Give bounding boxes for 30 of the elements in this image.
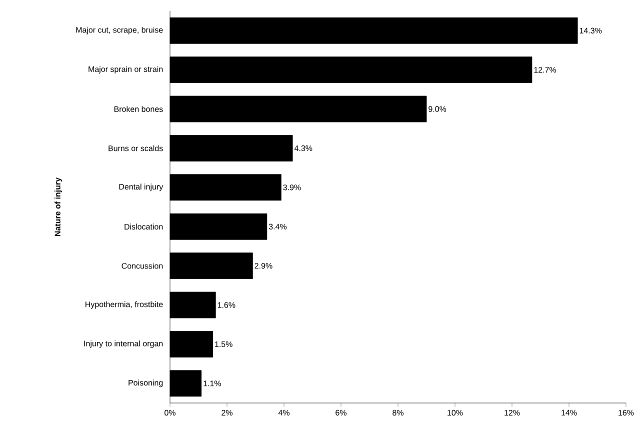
y-tick-label: Major sprain or strain <box>88 66 163 74</box>
x-tick-label: 6% <box>336 410 346 416</box>
y-tick-label: Dislocation <box>124 224 163 230</box>
x-tick-label: 12% <box>504 410 520 416</box>
y-tick-label: Hypothermia, frostbite <box>86 301 163 309</box>
y-tick-label: Dental injury <box>119 184 164 192</box>
data-label: 12.7% <box>534 66 556 73</box>
data-label: 1.5% <box>215 341 232 348</box>
data-label: 1.1% <box>204 380 221 386</box>
data-label: 3.9% <box>283 184 301 190</box>
x-tick-label: 16% <box>618 410 634 416</box>
x-tick-label: 10% <box>448 410 463 416</box>
data-label: 1.6% <box>218 302 236 308</box>
y-tick-label: Concussion <box>122 262 163 269</box>
y-tick-label: Injury to internal organ <box>84 340 163 348</box>
x-tick-label: 8% <box>392 410 404 416</box>
y-tick-label: Broken bones <box>114 106 163 112</box>
y-axis-title: Nature of injury <box>54 177 62 236</box>
data-label: 2.9% <box>254 262 272 269</box>
y-tick-label: Major cut, scrape, bruise <box>76 26 163 34</box>
y-tick-label: Poisoning <box>128 380 163 388</box>
x-tick-label: 4% <box>278 410 290 416</box>
data-label: 14.3% <box>580 28 602 34</box>
x-tick-label: 0% <box>164 410 176 416</box>
x-tick-label: 2% <box>222 410 232 416</box>
data-label: 4.3% <box>294 145 312 152</box>
y-tick-label: Burns or scalds <box>108 145 163 152</box>
data-label: 9.0% <box>428 106 446 112</box>
x-tick-label: 14% <box>562 410 577 416</box>
data-label: 3.4% <box>268 224 287 230</box>
